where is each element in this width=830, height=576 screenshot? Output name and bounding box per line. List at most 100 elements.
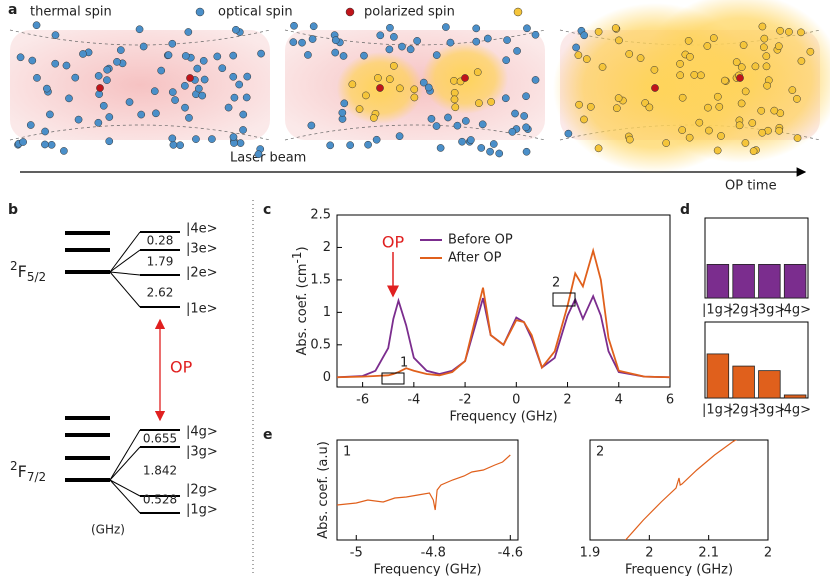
zoom-label: 2 [552, 276, 560, 291]
spin [625, 135, 634, 144]
plot-frame [336, 439, 519, 541]
spin [523, 24, 531, 33]
spin [451, 103, 460, 112]
gap-label: 0.655 [143, 432, 177, 446]
spin [741, 139, 750, 147]
spin [235, 80, 244, 89]
sup: 2 [10, 259, 18, 273]
spin [360, 51, 368, 60]
fan [109, 446, 141, 481]
spin [398, 42, 406, 51]
spin [290, 21, 298, 30]
spin [678, 93, 687, 102]
spin [254, 150, 263, 159]
spin [338, 108, 347, 117]
spin [372, 135, 381, 144]
spin [735, 121, 744, 130]
plot-frame [704, 217, 809, 299]
spin [28, 56, 37, 65]
spin [715, 102, 724, 111]
x-tick-label: |4g> [779, 403, 811, 418]
spin [32, 21, 41, 30]
term-upper: 2F5/2 [10, 259, 46, 284]
spin [793, 95, 801, 103]
spin [751, 62, 760, 71]
y-label-sup: -1 [290, 252, 304, 264]
spin [453, 121, 462, 130]
spin [116, 46, 125, 54]
spin [308, 35, 317, 43]
spin [229, 72, 238, 81]
spin [531, 30, 540, 39]
spin [41, 127, 49, 136]
spin [487, 98, 495, 106]
sub: 7/2 [27, 470, 46, 484]
legend-label: Before OP [448, 233, 513, 248]
spin [386, 23, 394, 32]
bar [783, 394, 807, 399]
spin [458, 137, 466, 146]
spin [199, 56, 208, 65]
time-label: OP time [725, 179, 777, 194]
spin [760, 34, 769, 43]
spin [213, 52, 222, 61]
panel-label: d [680, 202, 690, 218]
spin [16, 53, 25, 62]
spin [762, 62, 771, 71]
spin [193, 64, 202, 73]
spin [444, 113, 452, 122]
x-axis-label: Frequency (GHz) [625, 563, 733, 576]
spin [46, 110, 54, 119]
spin [125, 98, 134, 106]
legend-dot [195, 7, 205, 17]
spin [139, 42, 148, 51]
spin [395, 132, 404, 140]
fan [109, 479, 141, 514]
optical-spin [651, 84, 659, 92]
spin [574, 51, 583, 59]
spin [194, 84, 203, 93]
y-tick-label: 1.5 [310, 272, 331, 287]
spin [230, 93, 239, 102]
spin [717, 132, 725, 140]
spin [51, 59, 60, 68]
fan [109, 231, 141, 273]
spin [758, 22, 767, 31]
fan [109, 249, 141, 273]
fan [109, 271, 141, 276]
panel-label: c [263, 202, 271, 218]
spin [650, 65, 659, 74]
spin [513, 47, 521, 55]
optical-spin [96, 84, 104, 92]
spin [806, 47, 815, 56]
spin [450, 76, 458, 85]
optical-spin [186, 74, 194, 82]
legend-label: optical spin [218, 5, 293, 20]
beam-edge [284, 29, 546, 46]
fan [109, 429, 141, 481]
x-tick-label: -4.8 [421, 546, 446, 561]
op-label: OP [170, 358, 193, 377]
spin [137, 110, 146, 119]
x-tick-label: 0 [512, 393, 520, 408]
spin [594, 144, 603, 153]
legend-label: After OP [448, 251, 502, 266]
spin [478, 120, 487, 129]
spin [739, 41, 748, 49]
spin [572, 43, 580, 52]
spin [224, 103, 233, 112]
spin [520, 112, 528, 120]
zoom-box [381, 372, 405, 385]
spin [113, 58, 121, 66]
spin [614, 94, 623, 102]
spin [185, 113, 193, 122]
panel-a: a thermal spin optical spin polarized sp… [8, 0, 830, 194]
spin [339, 52, 348, 60]
spin [741, 87, 750, 96]
x-tick-label: 2 [645, 546, 653, 561]
spin [598, 63, 607, 71]
unit-label: (GHz) [91, 523, 125, 537]
spin [208, 135, 216, 143]
spin [760, 43, 768, 52]
x-tick-label: 4 [615, 393, 623, 408]
